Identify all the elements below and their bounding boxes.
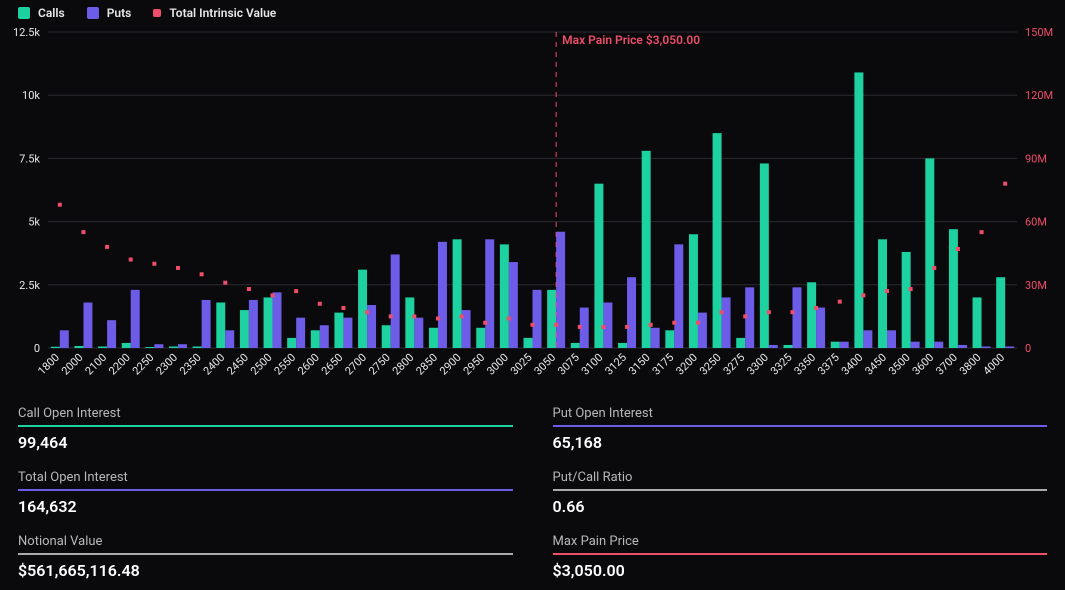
svg-text:2700: 2700 [343, 351, 370, 378]
stat-put-oi: Put Open Interest 65,168 [553, 398, 1048, 462]
legend-label-tiv: Total Intrinsic Value [169, 6, 276, 20]
svg-text:2550: 2550 [272, 351, 299, 378]
stat-value: $3,050.00 [553, 555, 1048, 580]
svg-text:60M: 60M [1025, 216, 1047, 229]
svg-text:3375: 3375 [815, 351, 842, 378]
svg-text:3450: 3450 [862, 351, 889, 378]
svg-text:2400: 2400 [201, 351, 228, 378]
svg-text:3600: 3600 [910, 351, 937, 378]
svg-text:2.5k: 2.5k [19, 279, 40, 292]
svg-text:3025: 3025 [508, 351, 535, 378]
svg-text:7.5k: 7.5k [19, 152, 40, 165]
stat-label: Put/Call Ratio [553, 470, 1048, 491]
svg-text:3500: 3500 [886, 351, 913, 378]
legend-label-calls: Calls [38, 6, 65, 20]
legend-item-puts[interactable]: Puts [87, 6, 132, 20]
svg-text:2100: 2100 [83, 351, 110, 378]
svg-text:3200: 3200 [673, 351, 700, 378]
svg-text:3075: 3075 [555, 351, 582, 378]
svg-text:2000: 2000 [59, 351, 86, 378]
svg-text:3350: 3350 [792, 351, 819, 378]
legend-item-calls[interactable]: Calls [18, 6, 65, 20]
stat-pc-ratio: Put/Call Ratio 0.66 [553, 462, 1048, 526]
svg-text:5k: 5k [28, 216, 40, 229]
svg-text:150M: 150M [1025, 26, 1053, 39]
svg-text:2950: 2950 [461, 351, 488, 378]
stat-label: Call Open Interest [18, 406, 513, 427]
svg-text:0: 0 [1025, 342, 1031, 355]
svg-text:4000: 4000 [981, 351, 1008, 378]
legend-item-tiv[interactable]: Total Intrinsic Value [153, 6, 276, 20]
svg-text:0: 0 [34, 342, 40, 355]
stat-label: Notional Value [18, 534, 513, 555]
svg-text:30M: 30M [1025, 279, 1047, 292]
svg-text:90M: 90M [1025, 152, 1047, 165]
svg-text:2450: 2450 [224, 351, 251, 378]
stat-value: 65,168 [553, 427, 1048, 452]
stat-label: Max Pain Price [553, 534, 1048, 555]
stat-notional: Notional Value $561,665,116.48 [18, 526, 513, 590]
svg-text:3050: 3050 [532, 351, 559, 378]
chart-legend: Calls Puts Total Intrinsic Value [0, 0, 1065, 22]
stat-value: $561,665,116.48 [18, 555, 513, 580]
stat-total-oi: Total Open Interest 164,632 [18, 462, 513, 526]
svg-text:120M: 120M [1025, 89, 1053, 102]
svg-text:3150: 3150 [626, 351, 653, 378]
svg-text:2900: 2900 [437, 351, 464, 378]
svg-text:2500: 2500 [248, 351, 275, 378]
svg-text:2200: 2200 [106, 351, 133, 378]
svg-text:3000: 3000 [484, 351, 511, 378]
stat-max-pain: Max Pain Price $3,050.00 [553, 526, 1048, 590]
svg-text:2350: 2350 [177, 351, 204, 378]
stat-value: 0.66 [553, 491, 1048, 516]
legend-label-puts: Puts [107, 6, 132, 20]
svg-text:3300: 3300 [744, 351, 771, 378]
svg-text:3400: 3400 [839, 351, 866, 378]
svg-text:3700: 3700 [933, 351, 960, 378]
max-pain-chart[interactable]: 02.5k5k7.5k10k12.5k030M60M90M120M150M180… [0, 22, 1065, 390]
svg-text:3125: 3125 [602, 351, 629, 378]
svg-text:Max Pain Price $3,050.00: Max Pain Price $3,050.00 [562, 33, 700, 47]
svg-text:2250: 2250 [130, 351, 157, 378]
stat-value: 99,464 [18, 427, 513, 452]
svg-text:3275: 3275 [721, 351, 748, 378]
svg-text:2850: 2850 [413, 351, 440, 378]
stat-label: Total Open Interest [18, 470, 513, 491]
svg-text:12.5k: 12.5k [13, 26, 40, 39]
svg-text:3100: 3100 [579, 351, 606, 378]
stat-label: Put Open Interest [553, 406, 1048, 427]
svg-text:2750: 2750 [366, 351, 393, 378]
stat-value: 164,632 [18, 491, 513, 516]
stat-call-oi: Call Open Interest 99,464 [18, 398, 513, 462]
svg-text:3325: 3325 [768, 351, 795, 378]
svg-text:3175: 3175 [650, 351, 677, 378]
svg-text:2650: 2650 [319, 351, 346, 378]
svg-text:2800: 2800 [390, 351, 417, 378]
svg-text:10k: 10k [22, 89, 40, 102]
svg-text:2300: 2300 [153, 351, 180, 378]
svg-text:3250: 3250 [697, 351, 724, 378]
svg-text:3800: 3800 [957, 351, 984, 378]
svg-text:2600: 2600 [295, 351, 322, 378]
stats-grid: Call Open Interest 99,464 Put Open Inter… [0, 390, 1065, 590]
